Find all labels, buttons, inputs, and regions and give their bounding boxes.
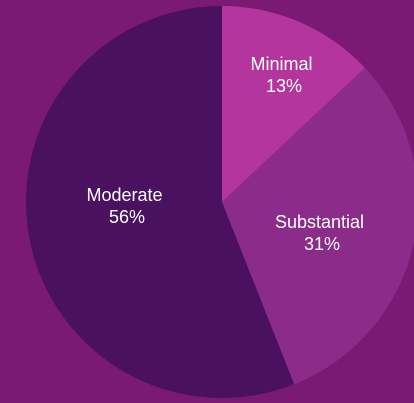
slice-name-substantial: Substantial	[275, 212, 364, 232]
pie-slices	[26, 6, 414, 398]
slice-name-moderate: Moderate	[86, 185, 162, 205]
slice-value-substantial: 31%	[304, 234, 340, 254]
slice-value-moderate: 56%	[109, 207, 145, 227]
slice-name-minimal: Minimal	[250, 54, 312, 74]
slice-value-minimal: 13%	[266, 76, 302, 96]
